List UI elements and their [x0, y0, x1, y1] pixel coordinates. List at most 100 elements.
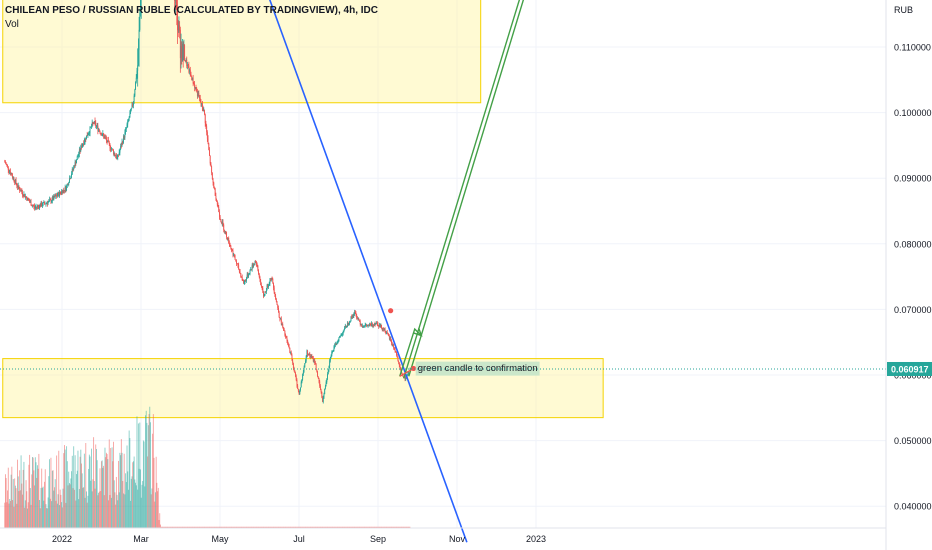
candle-body	[349, 321, 351, 324]
candle-body	[44, 203, 46, 205]
candle-body	[13, 177, 15, 182]
candle-body	[201, 103, 203, 105]
candle-body	[273, 287, 275, 293]
volume-bar	[320, 526, 322, 528]
volume-bar	[45, 504, 47, 528]
volume-bar	[208, 526, 210, 528]
candle-body	[277, 305, 279, 308]
candle-body	[337, 341, 339, 343]
volume-bar	[276, 526, 278, 528]
volume-bar	[299, 526, 301, 528]
candle-body	[61, 191, 63, 194]
candle-body	[236, 261, 237, 264]
volume-bar	[315, 526, 317, 528]
volume-bar	[108, 439, 110, 528]
candle-body	[384, 329, 386, 333]
volume-bar	[167, 526, 168, 528]
grid	[0, 0, 886, 528]
volume-bar	[103, 495, 105, 528]
volume-bar	[128, 430, 130, 528]
volume-bar	[159, 524, 161, 528]
candle-body	[57, 192, 59, 196]
volume-bar	[209, 526, 211, 528]
volume-bar	[282, 526, 284, 528]
volume-bar	[405, 526, 407, 528]
volume-bar	[401, 526, 403, 528]
volume-bar	[98, 492, 100, 528]
volume-bar	[87, 495, 89, 528]
volume-bar	[11, 466, 13, 528]
candle-body	[111, 148, 113, 150]
volume-bar	[40, 487, 42, 528]
volume-bar	[281, 526, 283, 528]
volume-bar	[108, 500, 109, 528]
candle-body	[241, 276, 243, 280]
volume-bar	[248, 526, 250, 528]
volume-bar	[34, 485, 36, 528]
volume-bar	[65, 502, 67, 528]
volume-bar	[107, 459, 109, 528]
volume-bar	[149, 406, 151, 528]
candle-body	[369, 324, 370, 327]
volume-bar	[232, 526, 234, 528]
candle-body	[36, 206, 38, 208]
candle-body	[221, 222, 223, 224]
candle-body	[381, 327, 383, 330]
volume-bar	[64, 449, 66, 528]
candle-body	[301, 379, 303, 383]
candle-body	[44, 202, 45, 204]
volume-bar	[389, 526, 391, 528]
volume-bar	[92, 479, 94, 528]
volume-bar	[26, 491, 28, 528]
volume-bar	[120, 439, 122, 528]
volume-bar	[24, 507, 26, 528]
volume-bar	[123, 453, 125, 528]
volume-bar	[292, 526, 294, 528]
candle-body	[199, 96, 200, 99]
volume-bar	[262, 526, 264, 528]
volume-bar	[400, 526, 402, 528]
candle-body	[392, 344, 394, 346]
volume-bar	[383, 526, 385, 528]
volume-bar	[361, 526, 363, 528]
candle-body	[207, 138, 209, 144]
volume-bar	[152, 433, 154, 528]
volume-bar	[278, 526, 279, 528]
volume-bar	[323, 526, 325, 528]
volume-bar	[123, 493, 124, 528]
candle-body	[228, 237, 230, 244]
volume-bar	[322, 526, 324, 528]
y-tick-label: 0.070000	[894, 305, 932, 315]
candle-body	[275, 295, 277, 300]
candle-body	[223, 229, 225, 232]
volume-bar	[172, 526, 173, 528]
candle-body	[203, 109, 205, 112]
volume-bar	[362, 526, 364, 528]
candle-body	[229, 244, 231, 246]
volume-bar	[285, 526, 287, 528]
candle-body	[132, 104, 134, 106]
candle-body	[372, 324, 374, 326]
candle-body	[34, 206, 36, 208]
candle-body	[328, 366, 330, 371]
x-tick-label: May	[211, 534, 229, 544]
volume-bar	[212, 526, 214, 528]
volume-bar	[206, 526, 208, 528]
candle-body	[287, 343, 289, 346]
volume-bar	[78, 499, 80, 528]
candle-body	[332, 350, 334, 352]
volume-bar	[293, 526, 295, 528]
candle-body	[286, 338, 288, 341]
candle-body	[62, 189, 64, 194]
volume-bar	[61, 507, 63, 528]
volume-bar	[236, 526, 237, 528]
volume-bar	[81, 473, 83, 528]
volume-bar	[188, 526, 190, 528]
volume-bar	[343, 526, 345, 528]
candle-body	[84, 138, 86, 142]
volume-bar	[20, 455, 22, 528]
volume-bar	[90, 480, 92, 528]
candle-body	[371, 323, 373, 327]
candle-body	[96, 125, 98, 127]
